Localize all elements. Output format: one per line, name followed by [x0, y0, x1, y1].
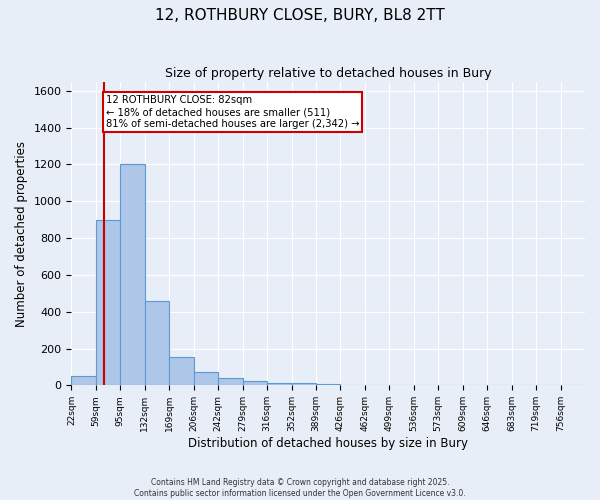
Bar	[145, 300, 169, 386]
Bar	[267, 382, 292, 386]
Bar	[194, 372, 218, 386]
X-axis label: Distribution of detached houses by size in Bury: Distribution of detached houses by size …	[188, 437, 468, 450]
Bar	[71, 376, 96, 386]
Bar	[121, 164, 145, 386]
Text: 12 ROTHBURY CLOSE: 82sqm
← 18% of detached houses are smaller (511)
81% of semi-: 12 ROTHBURY CLOSE: 82sqm ← 18% of detach…	[106, 96, 359, 128]
Bar	[96, 220, 121, 386]
Bar	[218, 378, 242, 386]
Text: Contains HM Land Registry data © Crown copyright and database right 2025.
Contai: Contains HM Land Registry data © Crown c…	[134, 478, 466, 498]
Bar	[292, 382, 316, 386]
Bar	[169, 357, 194, 386]
Bar	[242, 380, 267, 386]
Bar	[316, 384, 340, 386]
Title: Size of property relative to detached houses in Bury: Size of property relative to detached ho…	[165, 68, 491, 80]
Y-axis label: Number of detached properties: Number of detached properties	[15, 140, 28, 326]
Text: 12, ROTHBURY CLOSE, BURY, BL8 2TT: 12, ROTHBURY CLOSE, BURY, BL8 2TT	[155, 8, 445, 22]
